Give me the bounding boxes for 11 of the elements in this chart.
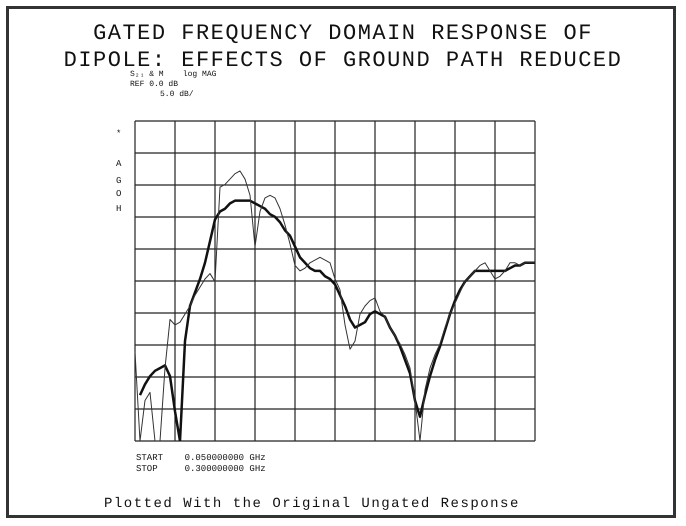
text: S₂₁ & M log MAG [130, 70, 216, 79]
text: STOP 0.300000000 GHz [136, 464, 266, 474]
text: * [116, 129, 122, 139]
text: Plotted With the Original Ungated Response [104, 496, 520, 512]
text: H [116, 204, 122, 214]
text: G [116, 176, 122, 186]
text: O [116, 189, 122, 199]
text: A [116, 159, 122, 169]
text: START 0.050000000 GHz [136, 453, 266, 463]
text: 5.0 dB/ [160, 90, 194, 99]
text: REF 0.0 dB [130, 80, 178, 89]
